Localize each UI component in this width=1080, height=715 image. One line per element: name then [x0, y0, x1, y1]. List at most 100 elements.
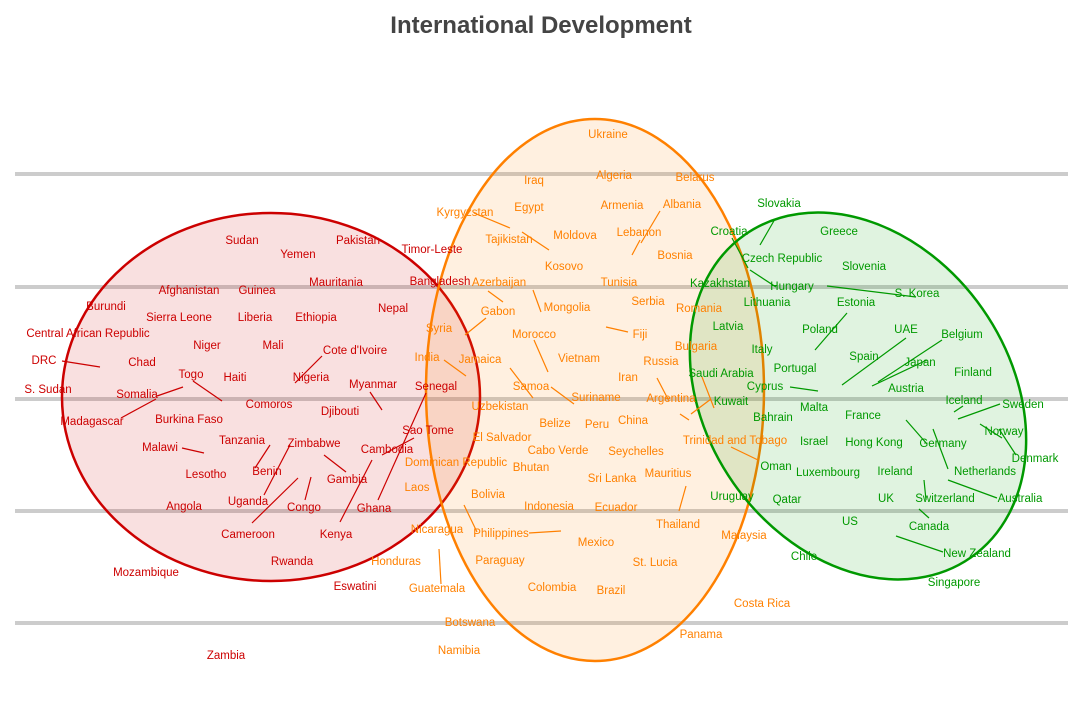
leader-line	[120, 398, 157, 419]
country-label: Samoa	[513, 381, 550, 393]
leader-line	[181, 447, 205, 454]
country-label: Bosnia	[657, 250, 693, 262]
leader-line	[528, 530, 562, 534]
country-label: Malaysia	[721, 530, 767, 542]
country-label: Nicaragua	[411, 524, 464, 536]
country-label: Bangladesh	[410, 276, 471, 288]
country-label: Togo	[179, 369, 204, 381]
orange-group-ellipse	[424, 117, 766, 663]
country-label: China	[618, 415, 649, 427]
country-label: Norway	[985, 426, 1024, 438]
country-label: Luxembourg	[796, 467, 860, 479]
leader-line	[877, 339, 943, 383]
country-label: Sri Lanka	[588, 473, 637, 485]
country-label: Myanmar	[349, 379, 397, 391]
country-label: Estonia	[837, 297, 876, 309]
leader-line	[294, 355, 323, 384]
country-label: Vietnam	[558, 353, 600, 365]
group-ellipses	[60, 117, 1028, 663]
country-label: Namibia	[438, 645, 481, 657]
country-label: Kosovo	[545, 261, 583, 273]
leader-line	[679, 413, 690, 421]
country-label: Egypt	[514, 202, 544, 214]
leader-line	[690, 398, 712, 415]
country-label: Slovenia	[842, 261, 887, 273]
country-label: Mongolia	[544, 302, 591, 314]
country-label: Malawi	[142, 442, 178, 454]
country-label: Gambia	[327, 474, 368, 486]
leader-line	[533, 339, 549, 373]
country-label: Poland	[802, 324, 838, 336]
country-label: Ethiopia	[295, 312, 337, 324]
country-label: Switzerland	[915, 493, 974, 505]
leader-line	[509, 367, 534, 399]
country-label: Tunisia	[601, 277, 638, 289]
country-label: Honduras	[371, 556, 421, 568]
country-label: Iran	[618, 372, 638, 384]
country-label: Mauritania	[309, 277, 363, 289]
country-label: Zimbabwe	[287, 438, 340, 450]
leader-line	[192, 380, 223, 402]
country-label: Suriname	[571, 392, 620, 404]
leader-line	[463, 504, 478, 533]
country-label: Comoros	[246, 399, 293, 411]
leader-line	[826, 285, 917, 298]
country-label: Kenya	[320, 529, 353, 541]
country-label: Zambia	[207, 650, 246, 662]
leader-line	[464, 317, 487, 336]
country-label: Seychelles	[608, 446, 664, 458]
country-label: Mauritius	[645, 468, 692, 480]
leader-line	[905, 419, 928, 445]
leader-line	[339, 459, 373, 523]
leader-line	[521, 231, 550, 251]
country-label: Armenia	[601, 200, 644, 212]
country-label: Ecuador	[595, 502, 638, 514]
country-label: Costa Rica	[734, 598, 791, 610]
country-label: Azerbaijan	[472, 277, 526, 289]
leader-line	[895, 535, 944, 553]
country-label: Spain	[849, 351, 878, 363]
country-label: Yemen	[280, 249, 315, 261]
country-label: Croatia	[710, 226, 748, 238]
country-label: Paraguay	[475, 555, 524, 567]
country-label: Nigeria	[293, 372, 330, 384]
country-label: Sierra Leone	[146, 312, 212, 324]
country-label: Tanzania	[219, 435, 266, 447]
country-label: Pakistan	[336, 235, 380, 247]
country-label: Latvia	[713, 321, 744, 333]
country-label: Guinea	[238, 285, 276, 297]
country-label: Rwanda	[271, 556, 314, 568]
leader-line	[731, 237, 749, 269]
country-label: Panama	[680, 629, 723, 641]
country-label: Fiji	[633, 329, 648, 341]
country-label: S. Korea	[895, 288, 940, 300]
country-label: Bhutan	[513, 462, 549, 474]
country-label: Saudi Arabia	[688, 368, 754, 380]
country-label: Cyprus	[747, 381, 784, 393]
country-label: Austria	[888, 383, 924, 395]
country-label: Finland	[954, 367, 992, 379]
country-label: Uruguay	[710, 491, 754, 503]
leader-line	[656, 377, 670, 402]
leader-line	[979, 423, 1003, 439]
leader-line	[473, 212, 511, 229]
country-label: Liberia	[238, 312, 273, 324]
leader-line	[749, 269, 777, 288]
country-label: Japan	[904, 357, 935, 369]
leader-line	[947, 479, 998, 499]
leader-line	[789, 386, 819, 392]
leader-line	[532, 289, 542, 313]
country-label: Uganda	[228, 496, 269, 508]
leader-line	[605, 326, 629, 333]
country-label: Malta	[800, 402, 829, 414]
country-label: India	[415, 352, 441, 364]
country-label: DRC	[32, 355, 57, 367]
leader-line	[998, 428, 1017, 456]
country-label: Gabon	[481, 306, 516, 318]
country-labels: Sudan Pakistan Yemen Afghanistan Guinea Mauri…	[24, 129, 1058, 662]
country-label: Morocco	[512, 329, 556, 341]
country-label: Burundi	[86, 301, 126, 313]
country-label: Dominican Republic	[405, 457, 508, 469]
country-label: US	[842, 516, 858, 528]
leader-line	[323, 454, 347, 473]
